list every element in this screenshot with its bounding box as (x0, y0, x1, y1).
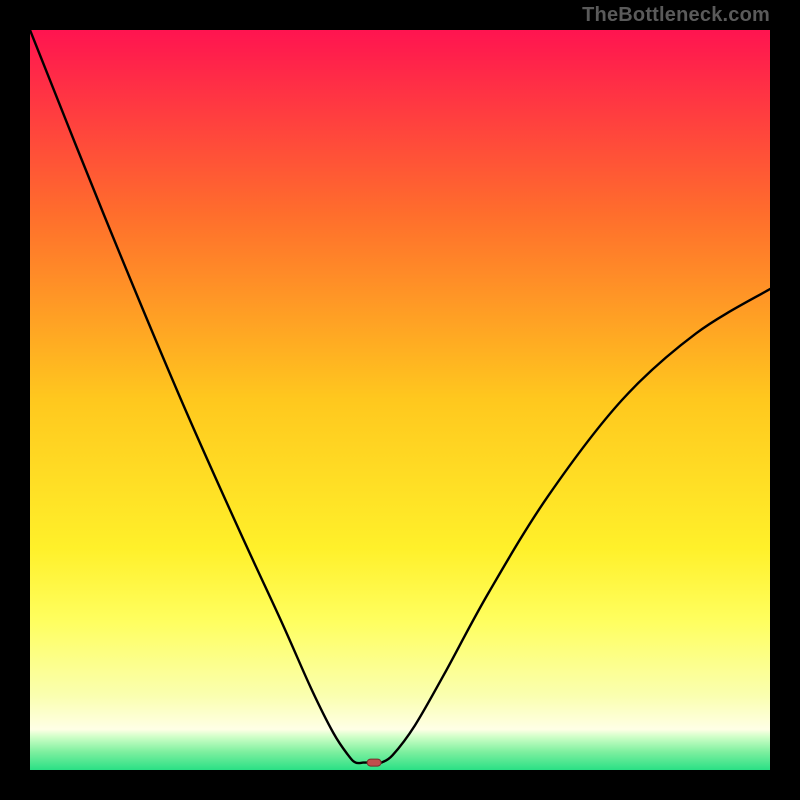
chart-svg (30, 30, 770, 770)
plot-area (30, 30, 770, 770)
optimal-marker (367, 758, 382, 767)
chart-background (30, 30, 770, 770)
watermark-text: TheBottleneck.com (582, 4, 770, 27)
chart-frame: TheBottleneck.com (0, 0, 800, 800)
bottleneck-curve (30, 30, 770, 763)
